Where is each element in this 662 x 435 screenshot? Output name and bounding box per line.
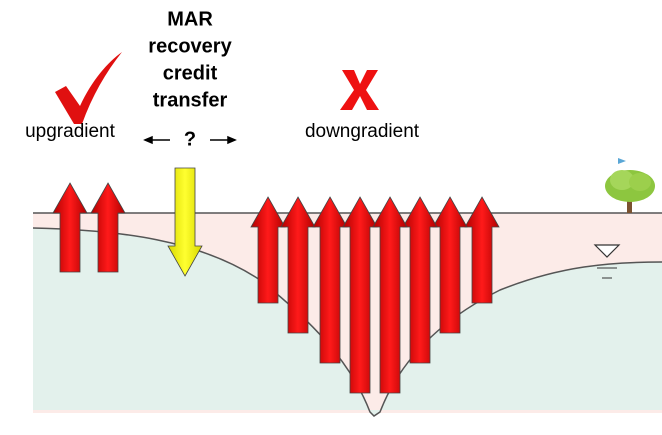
- mar-title-line: recovery: [148, 35, 232, 57]
- diagram: upgradient MAR recovery credit transfer …: [0, 0, 662, 435]
- question-mark: ?: [184, 128, 196, 150]
- downgradient-label: downgradient: [305, 121, 420, 142]
- mar-title-line: credit: [163, 62, 218, 84]
- tree: [605, 158, 655, 213]
- check-mark: [55, 52, 122, 124]
- upgradient-label: upgradient: [25, 121, 116, 142]
- mar-title-line: MAR: [167, 8, 213, 30]
- x-mark: [340, 70, 379, 110]
- mar-title-line: transfer: [153, 89, 228, 111]
